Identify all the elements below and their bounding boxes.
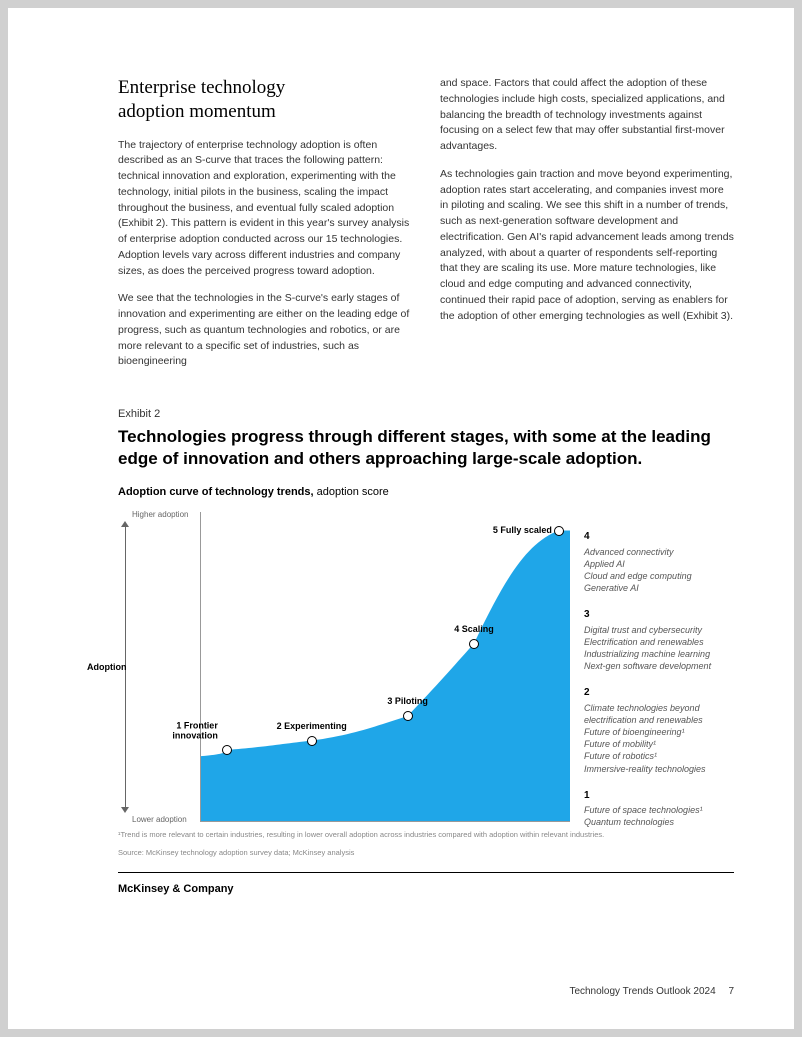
footnote: ¹Trend is more relevant to certain indus… (118, 830, 734, 840)
chart-subtitle-regular: adoption score (314, 486, 389, 498)
chart-point: 1 Frontier innovation (222, 745, 232, 755)
legend-item: Applied AI (584, 558, 734, 570)
y-axis-arrow: Adoption (125, 526, 126, 808)
y-axis-bottom-label: Lower adoption (132, 815, 187, 824)
legend-item: Immersive-reality technologies (584, 763, 734, 775)
body-columns: Enterprise technology adoption momentum … (118, 76, 734, 382)
page-footer: Technology Trends Outlook 2024 7 (118, 986, 734, 997)
legend-item: Climate technologies beyond electrificat… (584, 702, 734, 726)
legend-item: Industrializing machine learning (584, 648, 734, 660)
chart-point-label: 3 Piloting (387, 696, 428, 706)
chart-point: 2 Experimenting (307, 736, 317, 746)
body-paragraph: and space. Factors that could affect the… (440, 76, 734, 155)
body-paragraph: We see that the technologies in the S-cu… (118, 291, 412, 370)
exhibit-label: Exhibit 2 (118, 408, 734, 420)
exhibit-title: Technologies progress through different … (118, 426, 734, 470)
chart-subtitle-bold: Adoption curve of technology trends, (118, 486, 314, 498)
page-number: 7 (728, 986, 734, 997)
chart-point-label: 2 Experimenting (277, 721, 347, 731)
chart-point-marker (554, 526, 564, 536)
legend-item: Future of bioengineering¹ (584, 726, 734, 738)
y-axis-top-label: Higher adoption (132, 510, 188, 519)
legend-group-number: 4 (584, 530, 734, 544)
s-curve-chart: 1 Frontier innovation 2 Experimenting 3 Pi… (200, 512, 570, 822)
right-column: and space. Factors that could affect the… (440, 76, 734, 382)
legend-item: Future of mobility¹ (584, 738, 734, 750)
legend-item: Next-gen software development (584, 660, 734, 672)
heading-line-1: Enterprise technology (118, 77, 285, 98)
footer-doc-title: Technology Trends Outlook 2024 (569, 986, 715, 997)
body-paragraph: As technologies gain traction and move b… (440, 167, 734, 325)
company-divider: McKinsey & Company (118, 872, 734, 897)
company-name: McKinsey & Company (118, 883, 234, 895)
s-curve-svg (201, 512, 570, 821)
legend-item: Future of space technologies¹ (584, 804, 734, 816)
chart-legend: 4 Advanced connectivityApplied AICloud an… (578, 512, 734, 822)
legend-item: Generative AI (584, 582, 734, 594)
chart-point: 3 Piloting (403, 711, 413, 721)
chart-container: Higher adoption Adoption Lower adoption … (118, 512, 734, 822)
legend-group-number: 1 (584, 789, 734, 803)
legend-item: Cloud and edge computing (584, 570, 734, 582)
legend-group: 4 Advanced connectivityApplied AICloud an… (584, 530, 734, 594)
chart-subtitle: Adoption curve of technology trends, ado… (118, 486, 734, 498)
section-heading: Enterprise technology adoption momentum (118, 76, 412, 124)
legend-group: 3 Digital trust and cybersecurityElectrif… (584, 608, 734, 672)
chart-point: 4 Scaling (469, 639, 479, 649)
chart-point-marker (469, 639, 479, 649)
report-page: Enterprise technology adoption momentum … (8, 8, 794, 1029)
s-curve-area (201, 531, 570, 821)
heading-line-2: adoption momentum (118, 101, 276, 122)
legend-group: 2 Climate technologies beyond electrifica… (584, 686, 734, 774)
chart-point-label: 1 Frontier innovation (162, 720, 218, 741)
legend-item: Future of robotics¹ (584, 750, 734, 762)
legend-group-number: 3 (584, 608, 734, 622)
y-axis: Higher adoption Adoption Lower adoption (118, 512, 132, 822)
legend-group: 1Future of space technologies¹Quantum te… (584, 789, 734, 829)
chart-point-label: 4 Scaling (454, 624, 494, 634)
legend-item: Electrification and renewables (584, 636, 734, 648)
footer-right: Technology Trends Outlook 2024 7 (569, 986, 734, 997)
chart-point-marker (307, 736, 317, 746)
left-column: Enterprise technology adoption momentum … (118, 76, 412, 382)
body-paragraph: The trajectory of enterprise technology … (118, 138, 412, 280)
y-axis-mid-label: Adoption (77, 662, 127, 672)
chart-point-marker (222, 745, 232, 755)
legend-group-number: 2 (584, 686, 734, 700)
chart-point: 5 Fully scaled (554, 526, 564, 536)
legend-item: Digital trust and cybersecurity (584, 624, 734, 636)
legend-item: Quantum technologies (584, 816, 734, 828)
source-line: Source: McKinsey technology adoption sur… (118, 848, 734, 858)
chart-point-marker (403, 711, 413, 721)
chart-point-label: 5 Fully scaled (493, 525, 552, 535)
legend-item: Advanced connectivity (584, 546, 734, 558)
